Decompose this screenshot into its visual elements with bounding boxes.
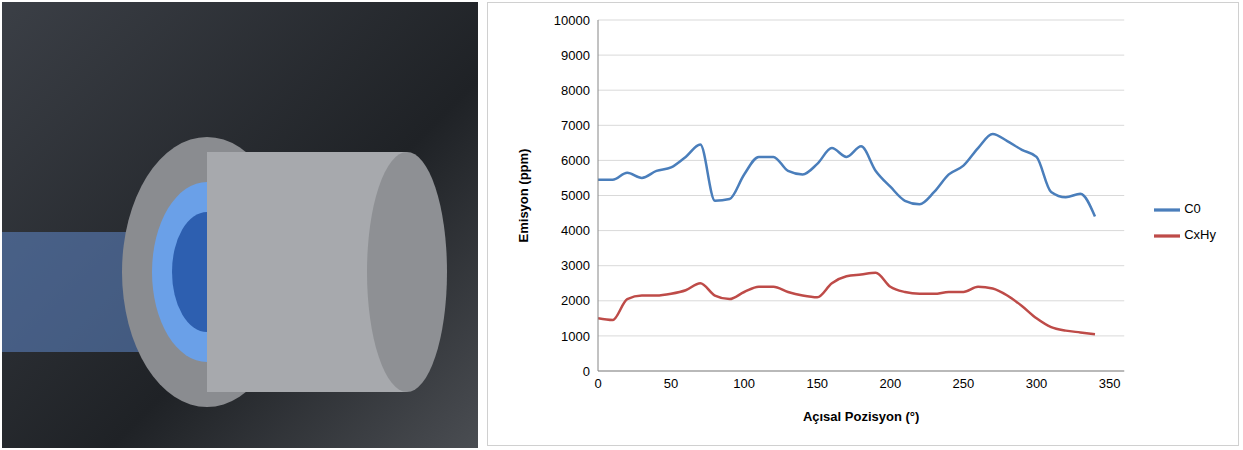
svg-text:350: 350 — [1099, 376, 1121, 391]
svg-text:3000: 3000 — [561, 258, 590, 273]
svg-text:100: 100 — [733, 376, 755, 391]
svg-text:0: 0 — [594, 376, 601, 391]
svg-text:2000: 2000 — [561, 293, 590, 308]
html-text:C0: C0 — [1184, 201, 1201, 217]
svg-text:0: 0 — [583, 364, 590, 379]
svg-text:6000: 6000 — [561, 153, 590, 168]
svg-text:50: 50 — [664, 376, 678, 391]
svg-text:Emisyon (ppm): Emisyon (ppm) — [516, 149, 531, 243]
svg-text:200: 200 — [879, 376, 901, 391]
svg-text:Açısal Pozisyon (°): Açısal Pozisyon (°) — [803, 409, 919, 424]
svg-text:5000: 5000 — [561, 188, 590, 203]
svg-text:10000: 10000 — [554, 13, 590, 28]
svg-text:1000: 1000 — [561, 329, 590, 344]
svg-text:7000: 7000 — [561, 118, 590, 133]
html-text:CxHy: CxHy — [1184, 227, 1216, 243]
svg-text:8000: 8000 — [561, 83, 590, 98]
svg-text:9000: 9000 — [561, 48, 590, 63]
svg-text:4000: 4000 — [561, 223, 590, 238]
svg-text:150: 150 — [806, 376, 828, 391]
svg-text:300: 300 — [1026, 376, 1048, 391]
svg-text:250: 250 — [953, 376, 975, 391]
